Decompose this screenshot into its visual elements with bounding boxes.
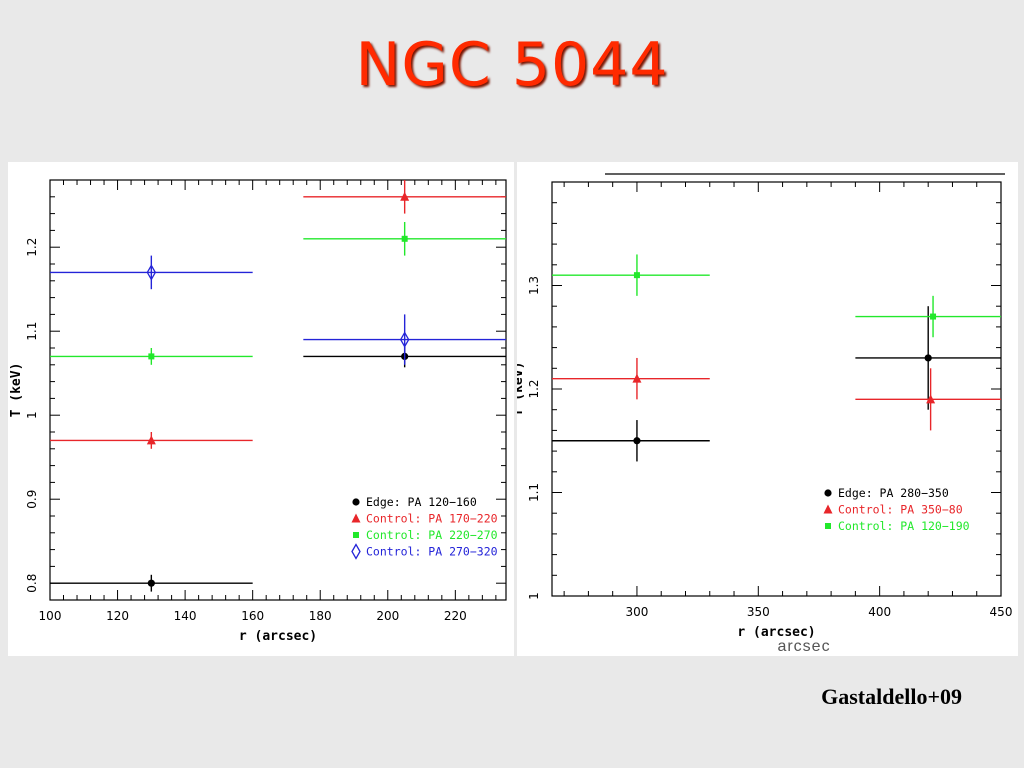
data-point <box>926 394 936 404</box>
data-point <box>399 331 410 348</box>
y-tick-label: 1.3 <box>527 276 541 295</box>
data-point <box>400 191 410 201</box>
x-tick-label: 450 <box>990 605 1013 619</box>
legend-entry: Edge: PA 280−350 <box>824 486 949 500</box>
x-tick-label: 220 <box>444 609 467 623</box>
slide-title: NGC 5044 <box>355 30 669 100</box>
series-diamond <box>50 255 506 365</box>
legend-label: Control: PA 270−320 <box>366 545 498 559</box>
legend-entry: Control: PA 270−320 <box>351 543 498 560</box>
legend-marker <box>353 532 359 538</box>
y-axis-label: T (keV) <box>9 363 24 418</box>
legend-label: Control: PA 120−190 <box>838 519 970 533</box>
legend-entry: Edge: PA 120−160 <box>352 495 477 509</box>
data-point <box>930 313 937 320</box>
data-point <box>401 235 408 242</box>
chart-panel-left: 100 120 140 160 180 200 220 0.8 0.9 1 1.1 1.2 r (arc… <box>8 162 514 656</box>
plot-frame <box>49 179 507 601</box>
legend-entry: Control: PA 220−270 <box>353 528 498 542</box>
y-tick-label: 1.2 <box>527 379 541 398</box>
x-axis-label: r (arcsec) <box>737 625 815 640</box>
chart-panel-right: 300 350 400 450 1 1.1 1.2 1.3 r (arcsec) T (keV) E… <box>517 162 1018 656</box>
data-point <box>148 353 155 360</box>
legend-marker <box>825 523 831 529</box>
series-triangle <box>50 180 506 449</box>
legend-entry: Control: PA 120−190 <box>825 519 970 533</box>
x-tick-label: 140 <box>174 609 197 623</box>
legend-entry: Control: PA 170−220 <box>351 512 498 526</box>
y-tick-label: 0.9 <box>25 490 39 509</box>
data-point <box>147 579 155 587</box>
legend-marker <box>351 543 361 560</box>
legend-label: Edge: PA 120−160 <box>366 495 477 509</box>
legend-marker <box>352 498 360 506</box>
y-tick-label: 0.8 <box>25 574 39 593</box>
legend-marker <box>823 504 833 514</box>
x-tick-label: 400 <box>868 605 891 619</box>
series-square <box>552 254 1001 338</box>
series-square <box>50 222 506 365</box>
y-tick-label: 1 <box>25 411 39 419</box>
legend-label: Control: PA 220−270 <box>366 528 498 542</box>
legend-entry: Control: PA 350−80 <box>823 503 963 517</box>
y-tick-label: 1.1 <box>527 483 541 502</box>
citation-credit: Gastaldello+09 <box>821 684 962 709</box>
legend-label: Control: PA 350−80 <box>838 503 963 517</box>
data-point <box>633 437 641 445</box>
overlay-arcsec-label: arcsec <box>777 638 830 655</box>
legend-marker <box>351 513 361 523</box>
data-point <box>632 373 642 383</box>
legend-marker <box>824 489 832 497</box>
data-point <box>633 272 640 279</box>
x-tick-label: 100 <box>39 609 62 623</box>
x-tick-label: 120 <box>106 609 129 623</box>
y-axis-label: T (keV) <box>517 362 526 417</box>
x-tick-label: 160 <box>241 609 264 623</box>
y-tick-label: 1.1 <box>25 322 39 341</box>
x-tick-label: 180 <box>309 609 332 623</box>
legend-label: Edge: PA 280−350 <box>838 486 949 500</box>
y-tick-label: 1 <box>527 592 541 600</box>
data-point <box>146 264 157 281</box>
y-tick-label: 1.2 <box>25 238 39 257</box>
plot-frame <box>551 181 1002 597</box>
x-tick-label: 200 <box>376 609 399 623</box>
x-tick-label: 350 <box>747 605 770 619</box>
data-layer <box>50 180 506 592</box>
series-circle <box>552 306 1001 462</box>
data-point <box>146 435 156 445</box>
legend-label: Control: PA 170−220 <box>366 512 498 526</box>
series-triangle <box>552 357 1001 431</box>
data-point <box>924 354 932 362</box>
temperature-chart-right: 300 350 400 450 1 1.1 1.2 1.3 r (arcsec) T (keV) E… <box>517 173 1013 655</box>
x-axis-label: r (arcsec) <box>239 629 317 644</box>
temperature-chart-left: 100 120 140 160 180 200 220 0.8 0.9 1 1.1 1.2 r (arc… <box>9 179 507 644</box>
x-tick-label: 300 <box>625 605 648 619</box>
data-layer <box>552 254 1001 462</box>
